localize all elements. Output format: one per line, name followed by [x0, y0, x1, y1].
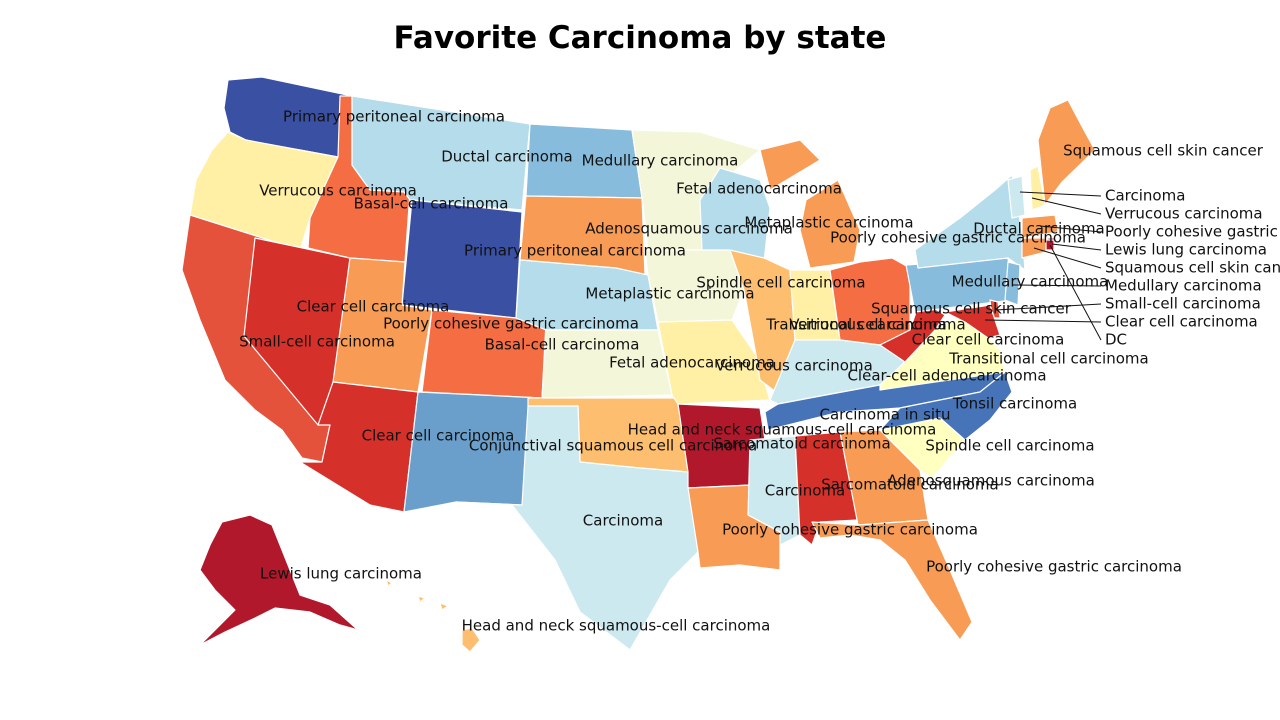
- callout-leaders: [984, 191, 1102, 341]
- state-nj: [1004, 261, 1021, 306]
- state-label-sd: Adenosquamous carcinoma: [585, 220, 793, 238]
- state-label-ak: Lewis lung carcinoma: [260, 565, 422, 583]
- state-label-or: Verrucous carcinoma: [259, 182, 417, 200]
- state-nh: [1029, 165, 1046, 211]
- state-label-nc: Tonsil carcinoma: [952, 395, 1077, 413]
- state-label-ut: Poorly cohesive gastric carcinoma: [383, 315, 639, 333]
- state-hi: [385, 579, 481, 653]
- state-ak: [199, 514, 359, 646]
- state-label-nv: Clear cell carcinoma: [297, 298, 450, 316]
- state-label-nm: Conjunctival squamous cell carcinoma: [469, 437, 757, 455]
- state-label-co: Basal-cell carcinoma: [485, 336, 640, 354]
- state-tx: [455, 405, 699, 651]
- state-label-hi: Head and neck squamous-cell carcinoma: [462, 617, 771, 635]
- callout-label-de: Small-cell carcinoma: [1105, 295, 1261, 313]
- leader-line-dc: [1049, 244, 1102, 341]
- state-label-me: Squamous cell skin cancer: [1063, 142, 1264, 160]
- leader-line-ct: [1033, 247, 1102, 269]
- callout-label-nj: Medullary carcinoma: [1105, 277, 1262, 295]
- callout-label-ma: Poorly cohesive gastric carcinoma: [1105, 223, 1280, 241]
- state-label-wy: Primary peritoneal carcinoma: [464, 242, 686, 260]
- state-label-ks: Fetal adenocarcinoma: [609, 354, 775, 372]
- callout-label-ri: Lewis lung carcinoma: [1105, 241, 1267, 259]
- state-fl: [811, 519, 973, 641]
- state-label-la: Poorly cohesive gastric carcinoma: [722, 521, 978, 539]
- state-label-mn: Fetal adenocarcinoma: [676, 180, 842, 198]
- state-label-ga: Adenosquamous carcinoma: [887, 472, 1095, 490]
- state-mi: [759, 139, 861, 269]
- state-label-tx: Carcinoma: [583, 512, 663, 530]
- state-label-pa: Medullary carcinoma: [952, 273, 1109, 291]
- state-nc: [879, 371, 1013, 441]
- leader-line-ri: [1051, 243, 1102, 251]
- state-label-mi: Poorly cohesive gastric carcinoma: [830, 229, 1086, 247]
- state-label-mt: Ductal carcinoma: [441, 148, 573, 166]
- state-label-fl: Poorly cohesive gastric carcinoma: [926, 558, 1182, 576]
- state-label-az: Clear cell carcinoma: [362, 427, 515, 445]
- callout-label-nh: Verrucous carcinoma: [1105, 205, 1263, 223]
- state-vt: [1007, 175, 1026, 219]
- state-or: [189, 131, 339, 251]
- state-label-ky: Clear-cell adenocarcinoma: [847, 367, 1046, 385]
- state-label-ok: Head and neck squamous-cell carcinoma: [628, 421, 937, 439]
- state-label-sc: Spindle cell carcinoma: [925, 437, 1094, 455]
- state-wv: [879, 299, 946, 363]
- state-label-ia: Spindle cell carcinoma: [696, 274, 865, 292]
- callout-label-dc: DC: [1105, 331, 1127, 349]
- state-label-il: Transitional cell carcinoma: [765, 316, 965, 334]
- state-label-ms: Carcinoma: [765, 482, 845, 500]
- state-label-tn: Carcinoma in situ: [820, 406, 951, 424]
- state-label-nd: Medullary carcinoma: [582, 152, 739, 170]
- state-label-ca: Small-cell carcinoma: [239, 333, 395, 351]
- leader-line-nh: [1031, 197, 1102, 215]
- state-label-ne: Metaplastic carcinoma: [585, 285, 754, 303]
- state-label-ny: Ductal carcinoma: [973, 220, 1105, 238]
- state-label-id: Basal-cell carcinoma: [354, 195, 509, 213]
- state-label-ar: Sarcomatoid carcinoma: [713, 435, 890, 453]
- state-labels: Primary peritoneal carcinoma Verrucous ca…: [239, 108, 1280, 635]
- leader-line-de: [995, 303, 1102, 311]
- leader-line-nj: [1011, 284, 1102, 287]
- states-layer: [181, 76, 1096, 653]
- state-label-va: Transitional cell carcinoma: [948, 350, 1148, 368]
- state-label-wi: Metaplastic carcinoma: [744, 214, 913, 232]
- state-label-wa: Primary peritoneal carcinoma: [283, 108, 505, 126]
- state-label-oh: Squamous cell skin cancer: [871, 300, 1072, 318]
- state-label-in: Verrucous carcinoma: [789, 316, 947, 334]
- state-label-wv: Clear cell carcinoma: [912, 331, 1065, 349]
- state-label-al: Sarcomatoid carcinoma: [821, 476, 998, 494]
- leader-line-ma: [1039, 225, 1102, 233]
- state-label-mo: Verrucous carcinoma: [715, 357, 873, 375]
- callout-label-ct: Squamous cell skin cancer: [1105, 259, 1280, 277]
- callout-label-md: Clear cell carcinoma: [1105, 313, 1258, 331]
- state-md: [944, 304, 1001, 339]
- map-title: Favorite Carcinoma by state: [393, 20, 887, 56]
- leader-line-vt: [1019, 191, 1102, 197]
- leader-line-md: [984, 319, 1102, 323]
- state-ga: [839, 429, 929, 526]
- callout-label-vt: Carcinoma: [1105, 187, 1185, 205]
